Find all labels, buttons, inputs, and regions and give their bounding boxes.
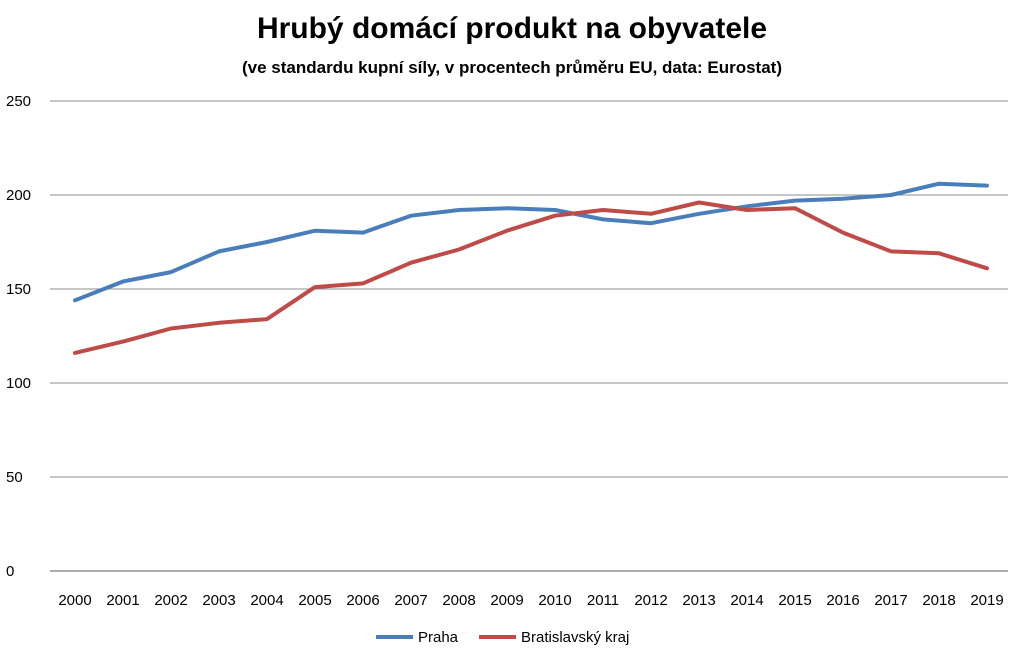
x-tick-label: 2017 <box>874 592 907 609</box>
series-line-2 <box>73 200 989 355</box>
x-tick-label: 2008 <box>442 592 475 609</box>
x-tick-label: 2016 <box>826 592 859 609</box>
y-tick-label: 250 <box>6 93 31 110</box>
y-tick-label: 100 <box>6 375 31 392</box>
y-axis-tick-labels: 0 50 100 150 200 250 <box>6 93 31 580</box>
y-tick-label: 200 <box>6 187 31 204</box>
gridlines <box>50 100 1008 572</box>
x-tick-label: 2009 <box>490 592 523 609</box>
x-tick-label: 2018 <box>922 592 955 609</box>
x-tick-label: 2001 <box>106 592 139 609</box>
x-tick-label: 2000 <box>58 592 91 609</box>
legend: Praha Bratislavský kraj <box>376 629 629 646</box>
x-tick-label: 2015 <box>778 592 811 609</box>
legend-label-1: Praha <box>418 629 459 646</box>
legend-label-2: Bratislavský kraj <box>521 629 629 646</box>
x-tick-label: 2013 <box>682 592 715 609</box>
x-tick-label: 2010 <box>538 592 571 609</box>
x-tick-label: 2011 <box>587 592 619 609</box>
chart-subtitle: (ve standardu kupní síly, v procentech p… <box>241 58 782 77</box>
x-tick-label: 2004 <box>250 592 283 609</box>
chart-title: Hrubý domácí produkt na obyvatele <box>256 12 768 45</box>
x-tick-label: 2002 <box>154 592 187 609</box>
x-tick-label: 2019 <box>970 592 1003 609</box>
x-axis-tick-labels: 2000 2001 2002 2003 2004 2005 2006 2007 2008 2009… <box>58 592 1003 609</box>
x-tick-label: 2014 <box>730 592 763 609</box>
x-tick-label: 2005 <box>298 592 331 609</box>
y-tick-label: 50 <box>6 469 23 486</box>
y-tick-label: 0 <box>6 563 14 580</box>
series-line-1 <box>73 181 989 303</box>
series-lines <box>73 181 989 355</box>
x-tick-label: 2003 <box>202 592 235 609</box>
x-tick-label: 2006 <box>346 592 379 609</box>
x-tick-label: 2012 <box>634 592 667 609</box>
x-tick-label: 2007 <box>394 592 427 609</box>
y-tick-label: 150 <box>6 281 31 298</box>
